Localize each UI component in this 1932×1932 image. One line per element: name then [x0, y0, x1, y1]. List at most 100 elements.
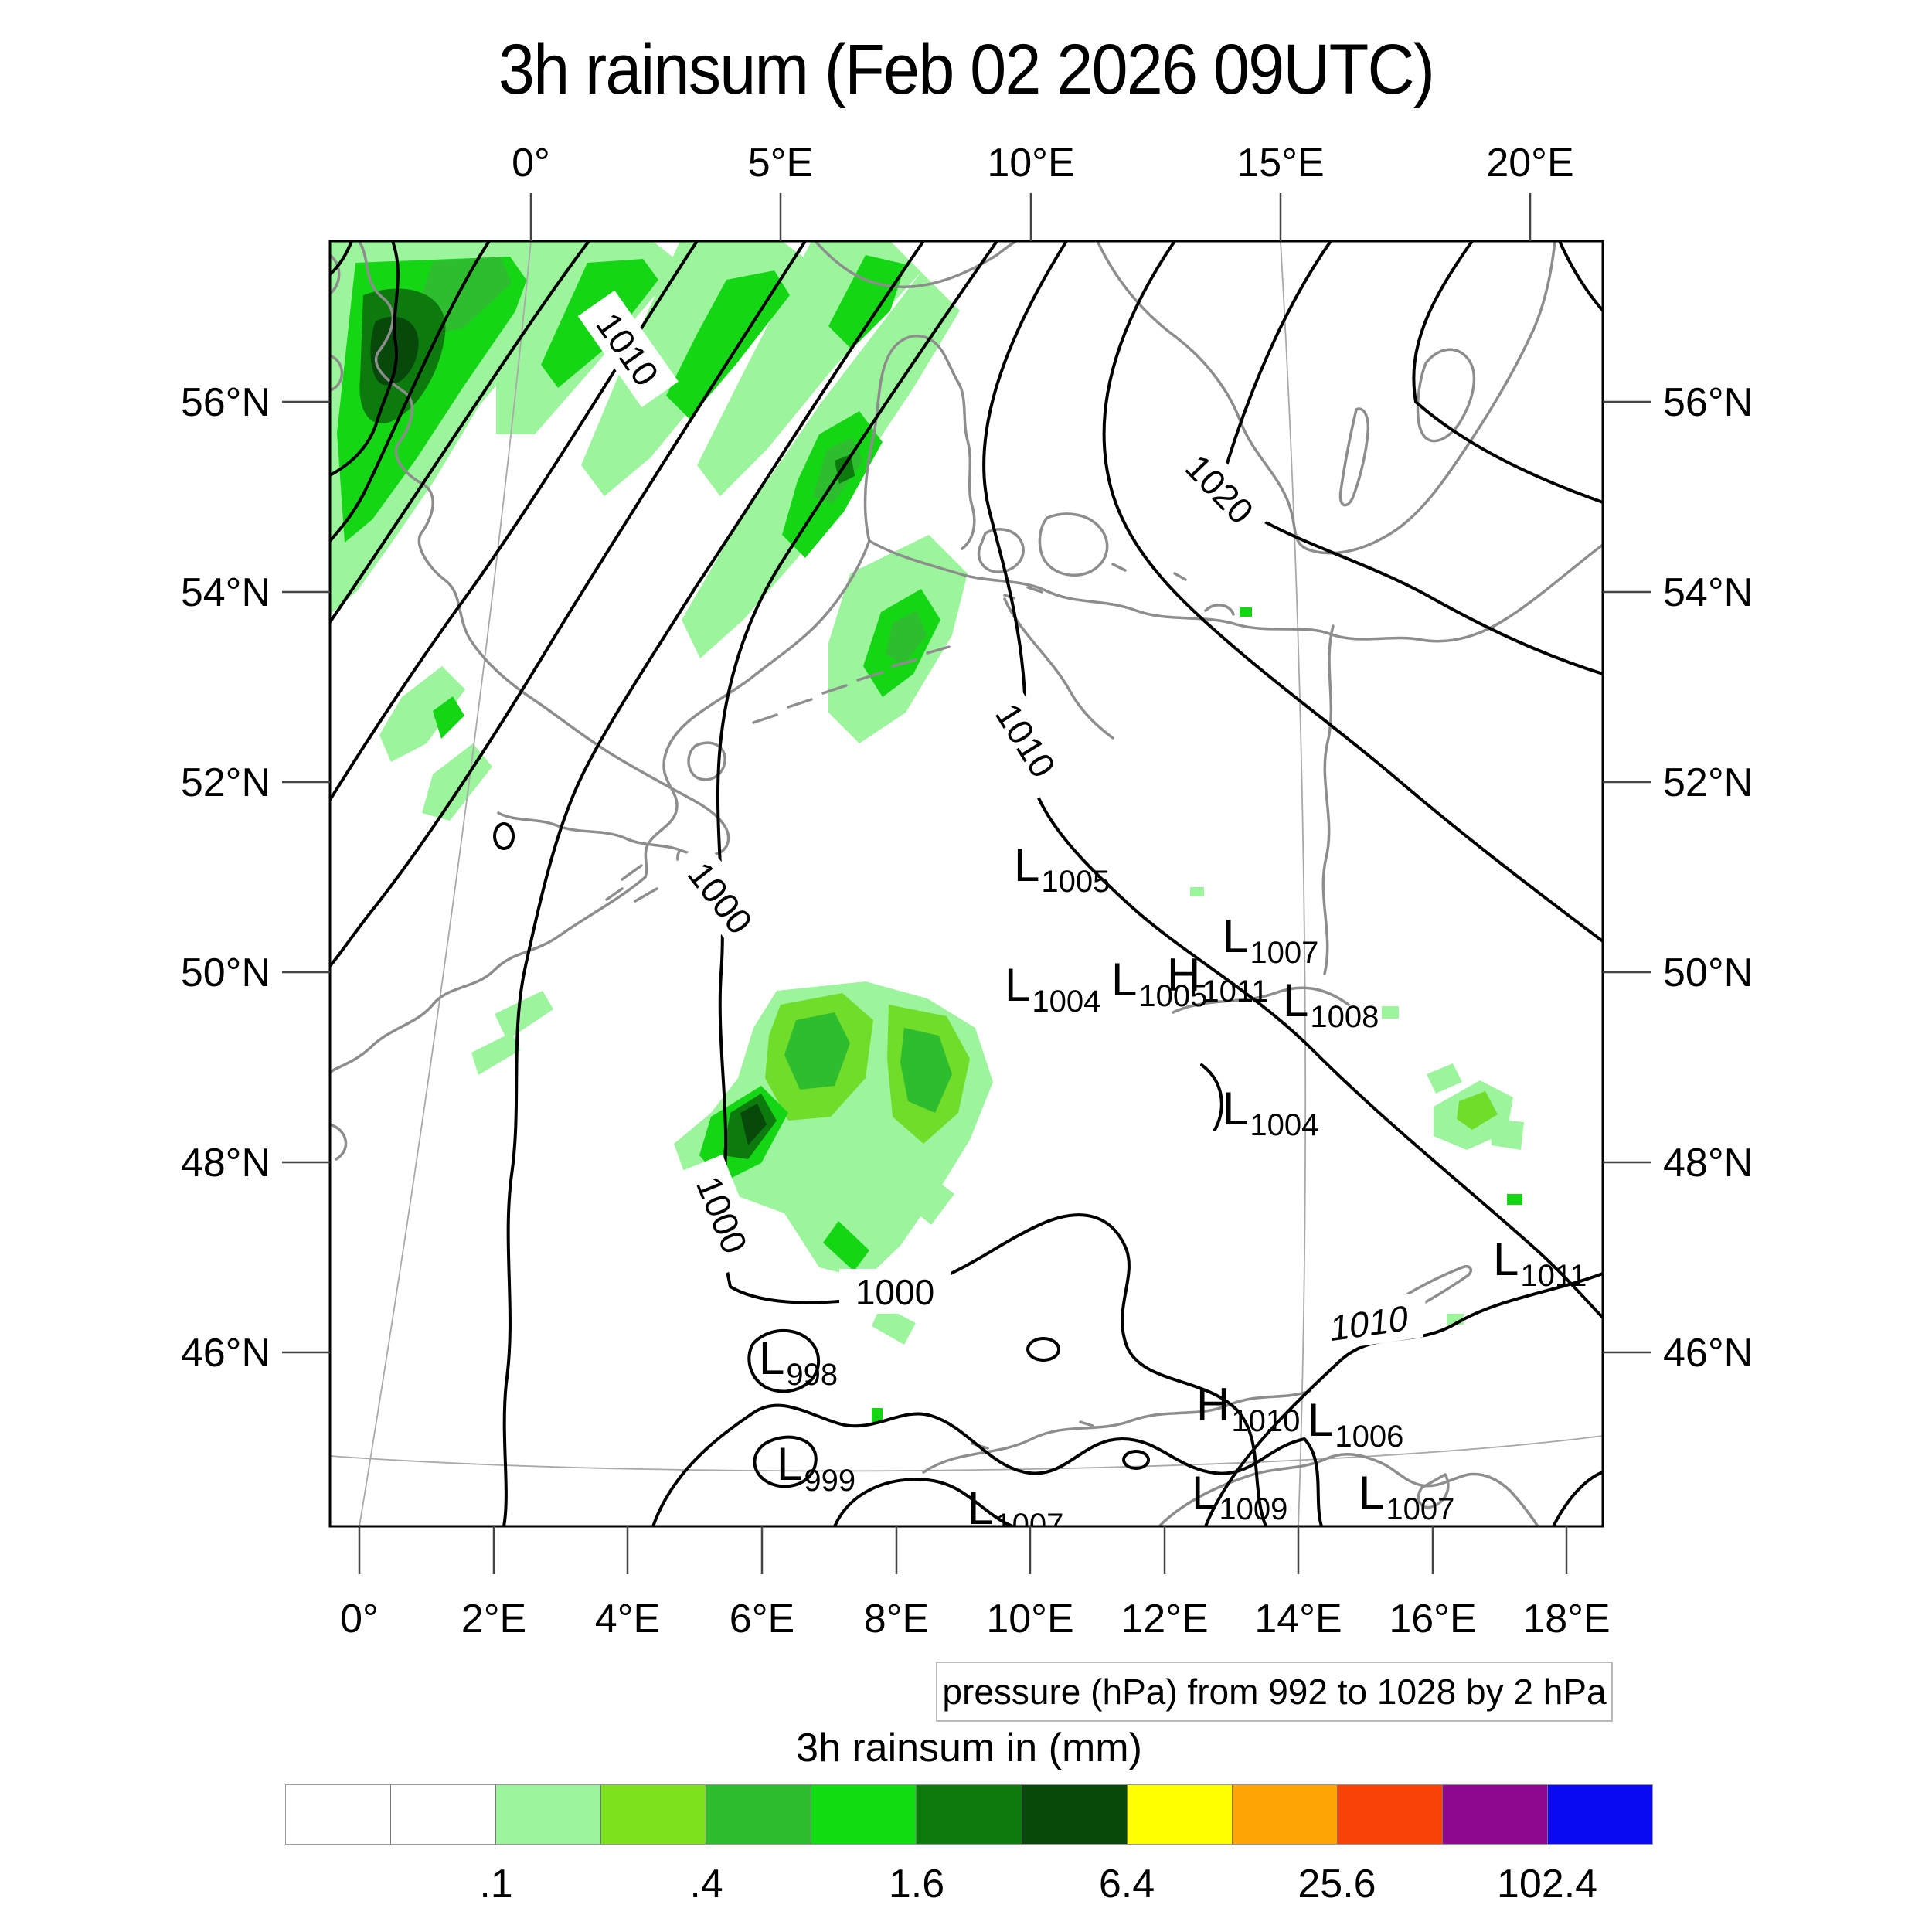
- axis-label-right: 56°N: [1663, 380, 1753, 425]
- rain-patch: [433, 696, 464, 739]
- border-oder: [1321, 624, 1335, 975]
- pressure-contour: [330, 241, 400, 477]
- rain-patch: [370, 316, 419, 386]
- rain-patch: [379, 666, 465, 762]
- axis-ticks: [282, 193, 1651, 1574]
- axis-label-left: 48°N: [181, 1141, 270, 1185]
- river-elbe: [1003, 597, 1114, 740]
- rain-patch: [872, 1408, 883, 1422]
- alpine-lakes: [971, 1420, 1094, 1450]
- rain-patch: [835, 454, 855, 484]
- page-title: 3h rainsum (Feb 02 2026 09UTC): [498, 30, 1435, 109]
- axis-label-top: 10°E: [987, 141, 1074, 185]
- colorbar-cell: [1547, 1785, 1653, 1844]
- colorbar-cell: [601, 1785, 707, 1844]
- colorbar-tick-label: 102.4: [1496, 1862, 1598, 1906]
- axis-labels: 0° 5°E 10°E 15°E 20°E 0° 2°E 4°E 6°E 8°E 10°E 12°E 1…: [181, 141, 1753, 1641]
- alps-contour: [833, 1478, 1014, 1526]
- axis-label-bottom: 8°E: [864, 1597, 929, 1641]
- axis-label-bottom: 14°E: [1254, 1597, 1342, 1641]
- axis-label-right: 52°N: [1663, 760, 1753, 805]
- colorbar-cell: [1232, 1785, 1338, 1844]
- pressure-contour: [1200, 1063, 1223, 1131]
- rain-patch: [1190, 887, 1204, 896]
- colorbar-cell: [1442, 1785, 1548, 1844]
- axis-label-right: 46°N: [1663, 1331, 1753, 1376]
- colorbar-cell: [286, 1785, 392, 1844]
- rain-patch: [1382, 1006, 1399, 1019]
- pressure-contour: [1412, 241, 1603, 504]
- axis-label-right: 50°N: [1663, 951, 1753, 995]
- pressure-center-h1010: H1010: [1196, 1379, 1300, 1438]
- pressure-contour: [330, 241, 491, 543]
- coastline-jutland: [863, 334, 976, 550]
- axis-label-bottom: 6°E: [730, 1597, 794, 1641]
- alps-contour: [651, 1403, 1323, 1526]
- pressure-center-l1008: L1008: [1283, 975, 1379, 1034]
- rain-patch: [666, 270, 790, 419]
- pressure-contour-1010nw: [330, 241, 699, 801]
- rain-patch: [740, 1104, 767, 1145]
- istria: [1417, 1473, 1450, 1509]
- island-gotland: [1416, 348, 1476, 443]
- colorbar-tick-label: .4: [689, 1862, 723, 1906]
- rain-patch: [1457, 1091, 1498, 1130]
- colorbar-cell: [1127, 1785, 1233, 1844]
- meridian-15E: [1280, 241, 1307, 1526]
- ijsselmeer: [687, 741, 726, 781]
- colorbar-cell: [391, 1785, 497, 1844]
- coastline-normandy: [330, 1123, 348, 1161]
- colorbar-cell: [811, 1785, 917, 1844]
- colorbar-cell: [917, 1785, 1022, 1844]
- axis-label-bottom: 2°E: [461, 1597, 526, 1641]
- coastline-netherlands: [644, 539, 871, 879]
- rain-patch: [1240, 607, 1252, 617]
- contour-label: 1010: [978, 681, 1075, 799]
- pressure-center-l999: L999: [777, 1438, 855, 1498]
- axis-label-bottom: 12°E: [1121, 1597, 1208, 1641]
- meridian-0E: [359, 241, 532, 1526]
- pressure-center-l1007: L1007: [1359, 1467, 1454, 1526]
- pressure-center-l1009: L1009: [1192, 1467, 1287, 1526]
- rain-patch: [869, 1144, 954, 1225]
- rain-patch: [495, 991, 553, 1040]
- contour-label: 1020: [1165, 433, 1275, 545]
- border-czech: [1172, 986, 1350, 1014]
- axis-label-bottom: 0°: [340, 1597, 379, 1641]
- colorbar-labels: .1 .4 1.6 6.4 25.6 102.4: [0, 1861, 1932, 1907]
- axis-label-right: 48°N: [1663, 1141, 1753, 1185]
- axis-label-left: 46°N: [181, 1331, 270, 1376]
- low-998-loop: [747, 1329, 821, 1393]
- pressure-center-l998: L998: [759, 1332, 838, 1392]
- colorbar-cell: [1337, 1785, 1443, 1844]
- low-999-loop: [753, 1435, 818, 1488]
- rain-patch: [471, 1032, 520, 1075]
- pressure-center-l1004: L1004: [1223, 1083, 1318, 1142]
- zeeland-islands: [605, 864, 658, 903]
- colorbar-tick-label: 6.4: [1098, 1862, 1155, 1906]
- border-alps: [922, 1389, 1311, 1474]
- axis-label-top: 5°E: [748, 141, 813, 185]
- colorbar-tick-label: .1: [479, 1862, 513, 1906]
- pressure-contour-1000: [716, 241, 1267, 1526]
- pressure-center-l1011: L1011: [1493, 1233, 1587, 1293]
- colorbar-cell: [706, 1785, 812, 1844]
- coastline-france-north: [330, 876, 647, 1074]
- contour-layer: [330, 241, 1603, 1526]
- axis-label-left: 54°N: [181, 570, 270, 615]
- contour-label: 1010: [1312, 1291, 1427, 1353]
- colorbar-tick-label: 25.6: [1298, 1862, 1376, 1906]
- coastline-scotland-w: [330, 253, 344, 392]
- rain-patch: [784, 1012, 850, 1090]
- colorbar-cell: [1022, 1785, 1128, 1844]
- rain-patch: [1490, 1119, 1524, 1150]
- pressure-contour: [330, 241, 807, 968]
- pressure-center-l1004: L1004: [1005, 959, 1100, 1019]
- axis-label-top: 15°E: [1236, 141, 1324, 185]
- pressure-center-l1006: L1006: [1308, 1394, 1403, 1454]
- axis-label-right: 54°N: [1663, 570, 1753, 615]
- axis-label-left: 50°N: [181, 951, 270, 995]
